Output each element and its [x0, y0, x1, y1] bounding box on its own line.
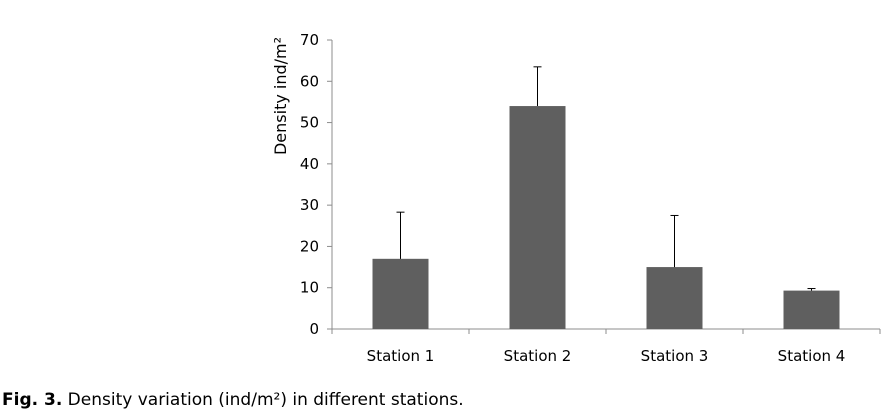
x-tick-label: Station 3	[641, 347, 709, 365]
y-tick-label: 30	[300, 196, 319, 214]
x-tick-label: Station 1	[367, 347, 435, 365]
bar	[372, 258, 429, 329]
y-tick-label: 20	[300, 237, 319, 255]
bar	[646, 267, 703, 329]
caption-label: Fig. 3.	[2, 390, 63, 410]
y-tick-label: 40	[300, 155, 319, 173]
y-tick-label: 60	[300, 72, 319, 90]
y-tick-label: 50	[300, 114, 319, 132]
y-tick-label: 70	[300, 31, 319, 49]
error-bars	[396, 66, 816, 291]
figure-caption: Fig. 3. Density variation (ind/m²) in di…	[2, 390, 464, 410]
bar-series	[372, 106, 840, 329]
y-axis-ticks: 0 10 20 30 40 50 60 70	[300, 31, 332, 338]
x-axis-ticks: Station 1 Station 2 Station 3 Station 4	[331, 329, 881, 365]
y-axis-title: Density ind/m²	[271, 37, 290, 155]
x-tick-label: Station 4	[778, 347, 846, 365]
bar	[783, 290, 840, 329]
y-tick-label: 0	[309, 320, 319, 338]
bar	[509, 106, 566, 329]
x-tick-label: Station 2	[504, 347, 572, 365]
y-tick-label: 10	[300, 279, 319, 297]
caption-text: Density variation (ind/m²) in different …	[62, 390, 464, 410]
